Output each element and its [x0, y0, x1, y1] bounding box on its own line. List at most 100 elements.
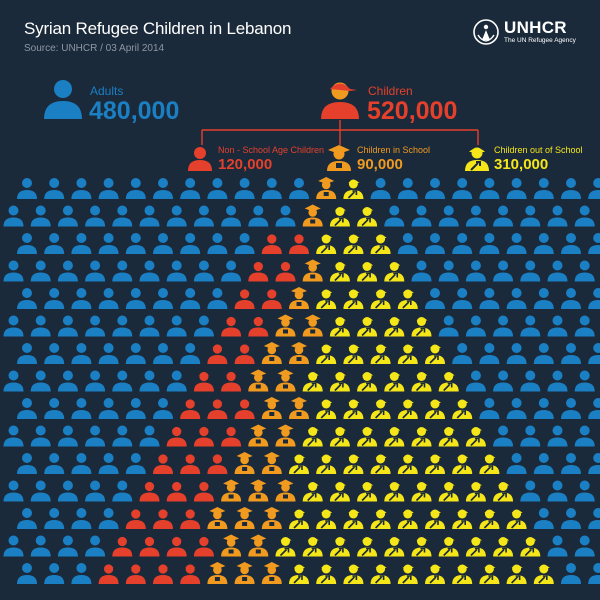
adult-person-icon [234, 178, 255, 199]
adult-person-icon [465, 315, 486, 337]
in-school-graduate-icon [275, 424, 296, 447]
adult-person-icon [112, 260, 133, 282]
adult-person-icon [125, 343, 146, 364]
out-of-school-worker-icon [343, 454, 364, 474]
adult-person-icon [153, 398, 173, 419]
out-of-school-worker-icon [465, 147, 489, 171]
out-of-school-worker-icon [289, 454, 309, 474]
adult-person-icon [30, 425, 51, 447]
adult-person-icon [547, 480, 568, 502]
adult-person-icon [574, 370, 595, 392]
out-of-school-worker-icon [411, 372, 432, 392]
adult-person-icon [574, 315, 595, 337]
in-school-value: 90,000 [357, 156, 403, 173]
adult-person-icon [125, 178, 146, 199]
out-of-school-worker-icon [302, 482, 323, 502]
logo-tagline: The UN Refugee Agency [504, 37, 576, 44]
adult-person-icon [425, 233, 445, 254]
adult-person-icon [561, 508, 581, 529]
unhcr-logo: UNHCR The UN Refugee Agency [472, 18, 584, 46]
unhcr-emblem-icon [473, 19, 499, 45]
adult-person-icon [85, 480, 106, 502]
out-of-school-worker-icon [370, 454, 391, 474]
adult-person-icon [588, 178, 600, 199]
adult-person-icon [261, 178, 282, 199]
adult-person-icon [506, 233, 527, 254]
out-of-school-worker-icon [438, 427, 459, 447]
adult-person-icon [561, 288, 581, 309]
adult-person-icon [438, 315, 459, 337]
adult-person-icon [85, 370, 106, 392]
adult-person-icon [493, 260, 514, 282]
adult-person-icon [3, 535, 24, 557]
adult-person-icon [71, 343, 92, 364]
adult-person-icon [30, 480, 51, 502]
adult-person-icon [248, 205, 269, 227]
out-of-school-worker-icon [411, 317, 432, 337]
adult-person-icon [44, 233, 65, 254]
out-of-school-worker-icon [370, 509, 391, 529]
non-school-child-icon [289, 234, 309, 254]
non-school-child-icon [139, 536, 160, 557]
out-of-school-worker-icon [425, 509, 445, 529]
non-school-child-icon [221, 426, 242, 447]
adult-person-icon [85, 425, 106, 447]
adult-person-icon [397, 178, 418, 199]
adult-person-icon [112, 205, 133, 227]
adult-person-icon [71, 288, 92, 309]
out-of-school-worker-icon [397, 344, 418, 364]
out-of-school-label: Children out of School [494, 145, 583, 155]
adults-label: Adults [90, 84, 124, 98]
non-school-child-icon [125, 509, 146, 529]
out-of-school-worker-icon [397, 399, 418, 419]
adult-person-icon [561, 563, 581, 584]
in-school-graduate-icon [234, 452, 255, 474]
adult-person-icon [125, 453, 146, 474]
adult-person-icon [3, 370, 24, 392]
in-school-graduate-icon [275, 479, 296, 502]
out-of-school-worker-icon [329, 537, 350, 557]
out-of-school-worker-icon [506, 564, 527, 584]
adult-person-icon [112, 315, 133, 337]
out-of-school-worker-icon [479, 454, 500, 474]
non-school-child-icon [248, 261, 269, 282]
non-school-child-icon [261, 234, 282, 254]
in-school-graduate-icon [207, 507, 228, 529]
out-of-school-worker-icon [316, 344, 337, 364]
out-of-school-worker-icon [493, 482, 514, 502]
adult-person-icon [547, 315, 568, 337]
adult-person-icon [112, 480, 133, 502]
adult-person-icon [30, 370, 51, 392]
adult-person-icon [275, 205, 296, 227]
adult-person-icon [411, 260, 432, 282]
adult-person-icon [139, 425, 160, 447]
adult-person-icon [98, 343, 119, 364]
adult-person-icon [533, 453, 554, 474]
adult-person-icon [207, 178, 228, 199]
adult-person-icon [85, 205, 106, 227]
non-school-child-icon [207, 344, 228, 364]
adult-person-icon [139, 205, 160, 227]
adult-person-icon [153, 233, 173, 254]
out-of-school-worker-icon [397, 509, 418, 529]
out-of-school-worker-icon [425, 344, 445, 364]
adult-person-icon [574, 205, 595, 227]
adult-person-icon [57, 260, 78, 282]
children-value: 520,000 [367, 97, 458, 125]
in-school-graduate-icon [261, 562, 282, 584]
adult-person-icon [452, 288, 473, 309]
adult-person-icon [17, 563, 37, 584]
adult-person-icon [547, 370, 568, 392]
out-of-school-worker-icon [370, 234, 391, 254]
adult-person-icon [533, 508, 554, 529]
adult-person-icon [574, 535, 595, 557]
non-school-child-icon [188, 147, 212, 171]
out-of-school-worker-icon [343, 564, 364, 584]
adult-person-icon [166, 205, 187, 227]
out-of-school-worker-icon [452, 399, 473, 419]
out-of-school-worker-icon [329, 427, 350, 447]
adult-person-icon [561, 398, 581, 419]
adult-person-icon [397, 233, 418, 254]
